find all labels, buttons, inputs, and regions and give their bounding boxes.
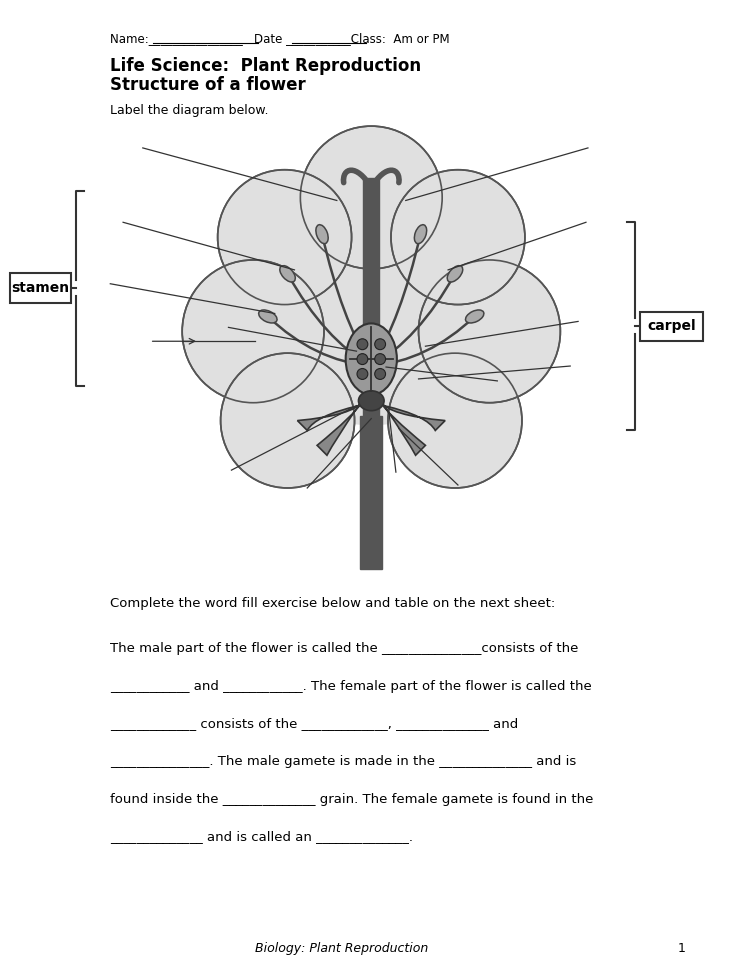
Ellipse shape bbox=[221, 353, 354, 488]
PathPatch shape bbox=[379, 400, 426, 455]
Text: 1: 1 bbox=[677, 942, 685, 955]
Circle shape bbox=[375, 339, 386, 350]
FancyBboxPatch shape bbox=[9, 273, 71, 303]
Ellipse shape bbox=[300, 126, 443, 269]
Ellipse shape bbox=[359, 391, 384, 410]
Text: _______________. The male gamete is made in the ______________ and is: _______________. The male gamete is made… bbox=[110, 755, 577, 768]
Ellipse shape bbox=[447, 265, 463, 282]
Text: Label the diagram below.: Label the diagram below. bbox=[110, 104, 269, 117]
Circle shape bbox=[357, 354, 368, 364]
Bar bbox=[360, 416, 382, 570]
Ellipse shape bbox=[280, 265, 295, 282]
Ellipse shape bbox=[259, 310, 277, 323]
Text: ______________ and is called an ______________.: ______________ and is called an ________… bbox=[110, 830, 413, 844]
Text: found inside the ______________ grain. The female gamete is found in the: found inside the ______________ grain. T… bbox=[110, 793, 593, 806]
Ellipse shape bbox=[346, 324, 397, 395]
Ellipse shape bbox=[418, 260, 561, 402]
Ellipse shape bbox=[263, 197, 480, 426]
Text: stamen: stamen bbox=[12, 281, 69, 295]
Circle shape bbox=[357, 368, 368, 379]
PathPatch shape bbox=[317, 400, 363, 455]
Text: ____________ and ____________. The female part of the flower is called the: ____________ and ____________. The femal… bbox=[110, 679, 592, 693]
Circle shape bbox=[375, 354, 386, 364]
PathPatch shape bbox=[297, 400, 363, 431]
Text: Complete the word fill exercise below and table on the next sheet:: Complete the word fill exercise below an… bbox=[110, 598, 555, 610]
Ellipse shape bbox=[466, 310, 484, 323]
Ellipse shape bbox=[182, 260, 324, 402]
Circle shape bbox=[375, 368, 386, 379]
Text: Name:________________   Date ___________Class:  Am or PM: Name:________________ Date ___________Cl… bbox=[110, 32, 450, 46]
Text: Biology: Plant Reproduction: Biology: Plant Reproduction bbox=[255, 942, 429, 955]
Bar bbox=[363, 178, 379, 416]
Text: _____________ consists of the _____________, ______________ and: _____________ consists of the __________… bbox=[110, 717, 518, 730]
Ellipse shape bbox=[391, 170, 525, 304]
Ellipse shape bbox=[388, 353, 522, 488]
Ellipse shape bbox=[316, 225, 328, 244]
Ellipse shape bbox=[218, 170, 351, 304]
Text: carpel: carpel bbox=[647, 320, 696, 333]
Text: Structure of a flower: Structure of a flower bbox=[110, 77, 306, 94]
Text: The male part of the flower is called the _______________consists of the: The male part of the flower is called th… bbox=[110, 642, 579, 655]
FancyBboxPatch shape bbox=[640, 311, 703, 341]
Circle shape bbox=[357, 339, 368, 350]
PathPatch shape bbox=[379, 400, 445, 431]
Text: Life Science:  Plant Reproduction: Life Science: Plant Reproduction bbox=[110, 56, 421, 75]
Ellipse shape bbox=[414, 225, 426, 244]
